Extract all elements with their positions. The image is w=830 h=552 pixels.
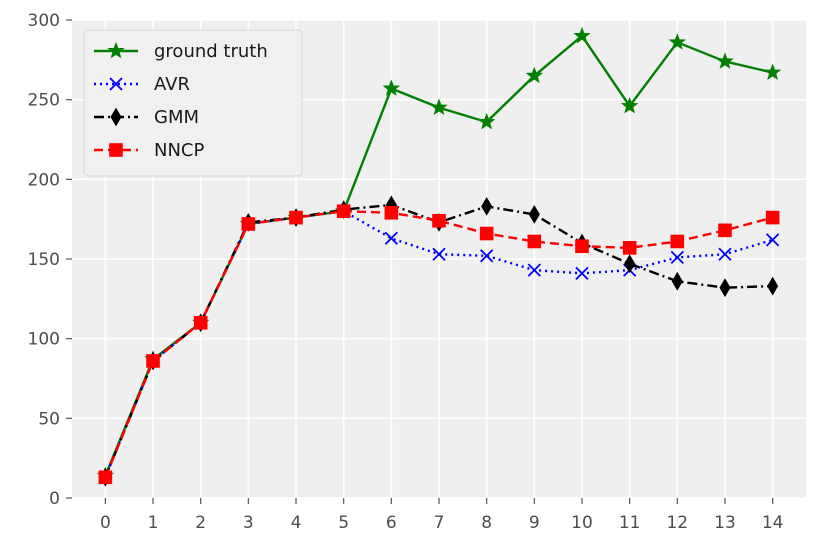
series-nncp [98, 204, 780, 485]
y-tick-label-50: 50 [38, 409, 60, 429]
series-gmm-point-13 [719, 278, 731, 298]
x-tick-label-10: 10 [571, 513, 593, 533]
legend-gmm-marker [110, 107, 122, 127]
x-tick-label-11: 11 [619, 513, 641, 533]
legend-avr-label: AVR [154, 74, 190, 95]
series-avr-point-6 [384, 231, 398, 245]
series-avr-point-12 [670, 250, 684, 265]
legend-avr-marker [109, 77, 123, 91]
x-tick-label-12: 12 [666, 513, 688, 533]
series-ground-truth-point-13 [716, 52, 734, 69]
legend-ground-truth-label: ground truth [154, 41, 268, 62]
series-nncp-point-11 [622, 241, 637, 255]
series-nncp-point-10 [575, 239, 589, 254]
series-ground-truth-point-7 [430, 98, 448, 116]
x-tick-label-7: 7 [434, 513, 445, 533]
series-avr-point-6-b [384, 231, 398, 245]
series-avr-point-9-b [527, 263, 541, 277]
series-avr-point-7-b [432, 247, 446, 261]
series-avr-point-10-b [575, 266, 589, 280]
series-gmm-point-9 [528, 205, 540, 224]
series-avr-point-8-b [480, 249, 494, 263]
series-nncp-point-9 [527, 234, 542, 249]
series-nncp-point-8 [479, 226, 494, 241]
y-tick-label-0: 0 [49, 489, 60, 509]
series-nncp-point-3 [241, 217, 256, 231]
series-avr-point-14 [765, 233, 780, 247]
series-nncp-point-2 [193, 315, 208, 330]
series-gmm-point-14 [767, 276, 779, 296]
y-tick-label-100: 100 [28, 330, 60, 350]
x-tick-label-1: 1 [148, 513, 159, 533]
legend: ground truth AVR GMM NNCP [83, 29, 303, 177]
series-nncp-point-12 [670, 234, 685, 249]
series-avr-point-8 [480, 249, 494, 263]
legend-nncp-label: NNCP [154, 140, 204, 161]
x-tick-label-13: 13 [714, 513, 736, 533]
legend-avr-marker-b [109, 77, 123, 91]
series-nncp-point-4 [289, 210, 303, 225]
legend-nncp-marker [109, 143, 123, 157]
series-nncp-point-6 [384, 205, 399, 220]
y-tick-label-250: 250 [28, 91, 60, 111]
series-avr-point-14-b [765, 233, 780, 247]
x-tick-label-5: 5 [338, 513, 349, 533]
series-gmm-point-8 [481, 197, 493, 216]
series-ground-truth-point-14 [763, 63, 782, 80]
y-tick-label-200: 200 [28, 170, 60, 190]
x-tick-label-3: 3 [243, 513, 254, 533]
series-nncp-point-0 [98, 470, 113, 485]
series-avr-point-10 [575, 266, 589, 280]
series-ground-truth-point-12 [668, 33, 687, 50]
series-ground-truth-point-11 [620, 96, 639, 114]
legend-ground-truth-marker [107, 41, 125, 59]
series-avr-point-13-b [718, 247, 732, 261]
x-tick-label-0: 0 [100, 513, 111, 533]
legend-box [83, 29, 303, 177]
y-tick-label-300: 300 [28, 11, 60, 31]
series-avr-point-12-b [670, 250, 684, 265]
x-tick-label-4: 4 [291, 513, 302, 533]
series-ground-truth-point-9 [525, 66, 544, 84]
x-tick-label-14: 14 [762, 513, 784, 533]
series-avr-point-7 [432, 247, 446, 261]
series-avr-point-9 [527, 263, 541, 277]
series-ground-truth-point-10 [573, 26, 591, 44]
series-gmm-line [104, 203, 773, 478]
series-ground-truth-point-8 [477, 112, 496, 130]
x-tick-label-2: 2 [195, 513, 206, 533]
series-nncp-point-13 [718, 223, 732, 238]
series-nncp-point-1 [146, 354, 160, 368]
x-tick-label-9: 9 [529, 513, 540, 533]
x-tick-label-6: 6 [386, 513, 397, 533]
series-layer [96, 26, 782, 487]
series-avr-point-13 [718, 247, 732, 261]
series-nncp-point-7 [432, 213, 446, 228]
x-tick-label-8: 8 [481, 513, 492, 533]
series-nncp-point-14 [765, 210, 780, 225]
series-nncp-point-5 [336, 204, 351, 219]
legend-gmm-label: GMM [154, 107, 199, 128]
series-gmm-point-11 [624, 254, 636, 274]
series-gmm-point-12 [671, 271, 683, 291]
y-tick-label-150: 150 [28, 250, 60, 270]
series-ground-truth-point-6 [382, 79, 401, 96]
